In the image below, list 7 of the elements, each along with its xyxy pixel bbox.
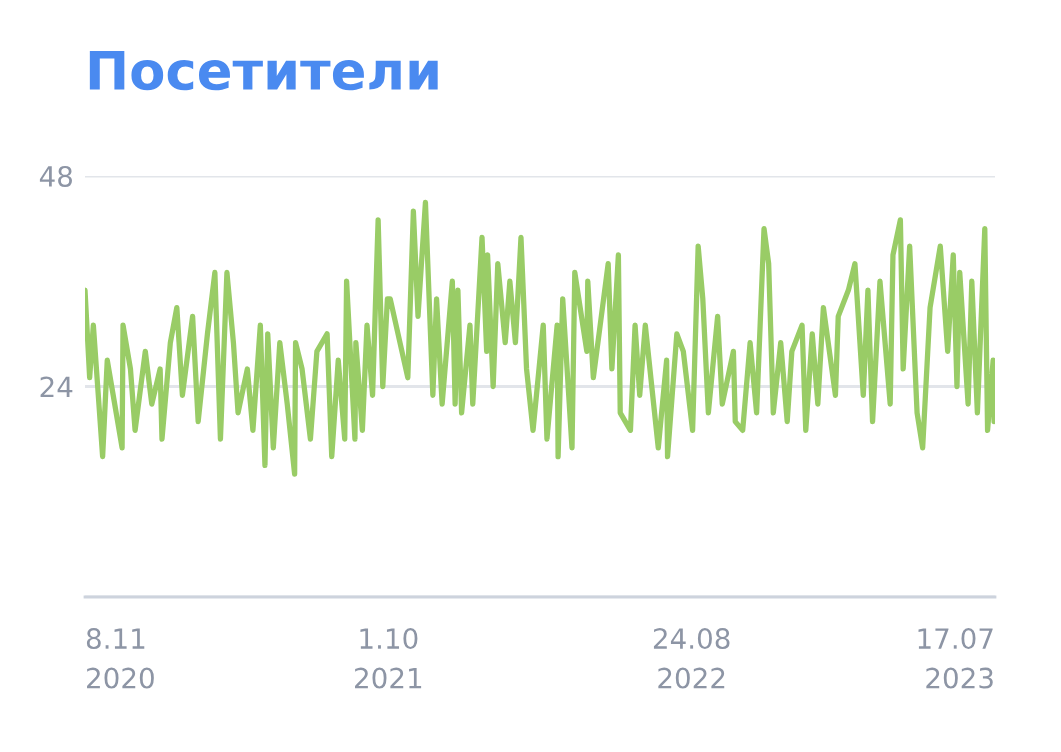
x-tick-label: 1.10 2021: [355, 628, 422, 689]
chart-title: Посетители: [89, 51, 438, 91]
x-tick-label: 8.11 2020: [86, 628, 154, 689]
x-tick-label: 24.08 2022: [653, 628, 730, 689]
y-tick-label: 48: [39, 165, 72, 187]
y-tick-label: 24: [40, 376, 73, 398]
x-tick-label: 17.07 2023: [918, 628, 993, 689]
